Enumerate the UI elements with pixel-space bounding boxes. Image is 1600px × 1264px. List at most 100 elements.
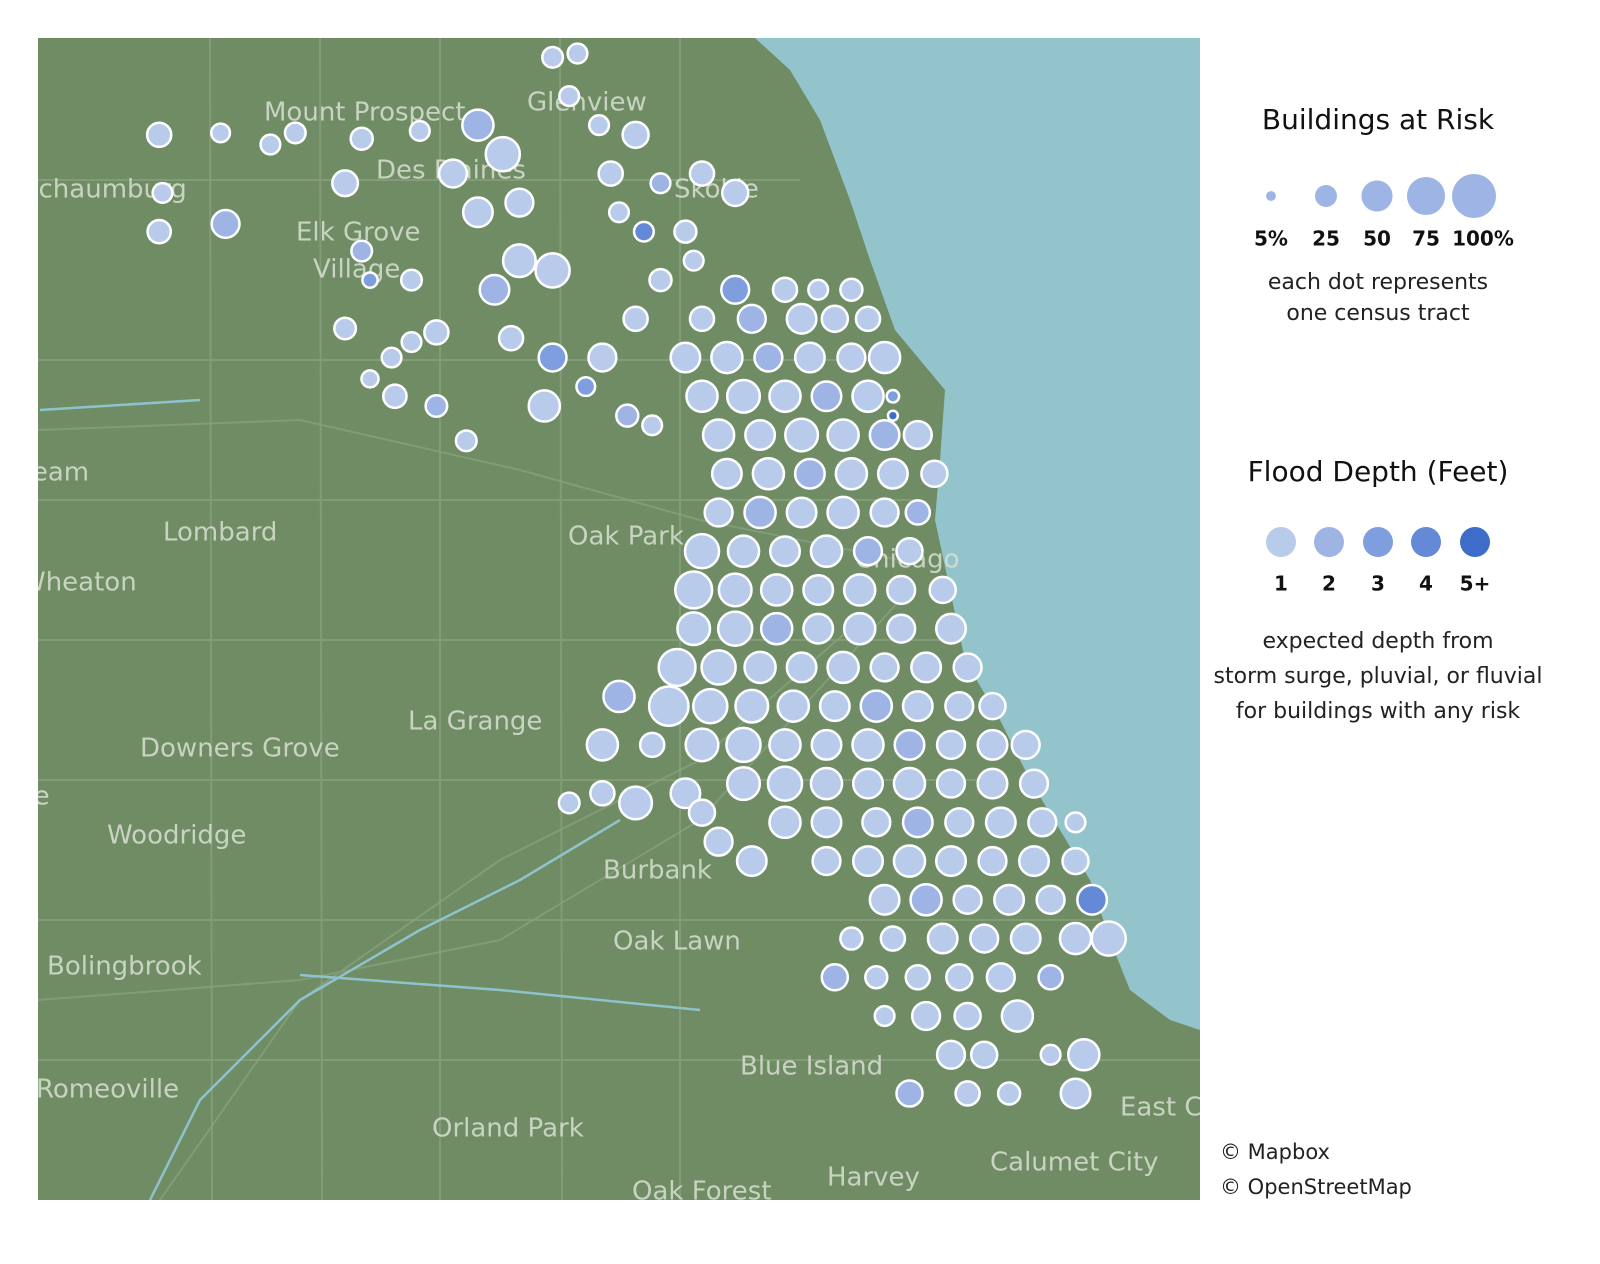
place-label: Glenview [527,88,647,118]
tract-dot [589,780,616,807]
tract-dot [768,379,802,414]
tract-dot [839,926,864,951]
tract-dot [638,731,666,759]
tract-dot [382,383,408,410]
tract-dot [146,218,173,245]
tract-dot [904,963,932,991]
tract-dot [736,303,767,334]
tract-dot [743,495,777,530]
tract-dot [926,922,959,955]
tract-dot [674,570,714,610]
tract-dot [621,120,650,150]
tract-dot [1090,920,1127,957]
tract-dot [753,342,784,373]
size-legend-dot [1361,180,1393,212]
tract-dot [807,278,830,301]
tract-dot [934,845,968,878]
tract-dot [716,610,754,647]
tract-dot [893,728,926,761]
tract-dot [558,85,581,108]
size-legend-dot [1406,176,1446,216]
tract-dot [744,419,777,452]
tract-dot [687,798,717,827]
tract-dot [861,807,892,838]
place-label: Lombard [163,518,277,548]
tract-dot [909,883,943,917]
tract-dot [851,379,885,414]
tract-dot [892,766,927,801]
tract-dot [350,239,374,263]
place-label: Downers Grove [140,734,340,764]
depth-legend-note: for buildings with any risk [1236,699,1521,724]
tract-dot [785,651,818,684]
place-label: Bolingbrook [47,952,202,982]
tract-dot [641,414,664,437]
tract-dot [1000,999,1035,1033]
tract-dot [259,133,282,156]
tract-dot [985,962,1016,993]
tract-dot [935,1039,967,1070]
tract-dot [901,690,934,723]
tract-dot [834,456,869,491]
tract-dot [701,418,736,452]
tract-dot [759,611,794,646]
tract-dot [1058,921,1093,956]
tract-dot [575,376,597,398]
tract-dot [901,806,934,839]
tract-dot [785,496,818,529]
tract-dot [710,457,743,490]
tract-dot [361,271,379,289]
tract-dot [869,497,900,528]
tract-dot [501,243,537,279]
tract-dot [820,963,850,992]
tract-dot [537,342,568,373]
size-legend-label: 100% [1452,227,1514,251]
tract-dot [993,883,1026,916]
tract-dot [734,688,770,724]
tract-dot [842,611,877,646]
tract-dot [1076,883,1109,916]
tract-dot [867,340,902,375]
tract-dot [720,274,751,305]
place-label: Oak Lawn [613,927,741,957]
tract-dot [1018,768,1050,799]
tract-dot [647,685,690,728]
tract-dot [400,330,423,354]
depth-legend-dot [1266,527,1296,557]
tract-dot [809,766,844,801]
tract-dots [145,42,1127,1110]
tract-dot [504,187,535,218]
tract-dot [710,340,744,375]
tract-dot [842,573,877,607]
tract-dot [852,536,884,567]
tract-dot [725,378,762,414]
tract-dot [793,457,826,490]
tract-dot [879,925,907,952]
tract-dot [632,220,655,243]
tract-dot [768,535,802,568]
tract-dot [534,252,571,289]
tract-dot [944,807,975,838]
depth-legend-dot [1460,527,1490,557]
place-label: Naperville [0,782,50,812]
place-label: Calumet City [990,1148,1159,1178]
depth-legend-label: 3 [1371,572,1385,596]
tract-dot [944,690,975,722]
tract-dot [759,573,794,607]
tract-dot [802,573,835,606]
tract-dot [673,219,698,244]
tract-dot [692,687,729,725]
tract-dot [461,196,494,229]
tract-dot [615,403,640,428]
tract-dot [557,791,581,815]
legend: Buildings at Risk Flood Depth (Feet) © M… [1214,103,1543,1199]
tract-dot [954,1080,981,1107]
tract-dot [720,178,750,208]
tract-dot [978,691,1007,721]
tract-dot [682,249,705,272]
place-label: Romeoville [36,1075,179,1105]
tract-dot [1061,846,1090,876]
tract-dot [886,574,917,606]
tract-dot [904,499,932,526]
